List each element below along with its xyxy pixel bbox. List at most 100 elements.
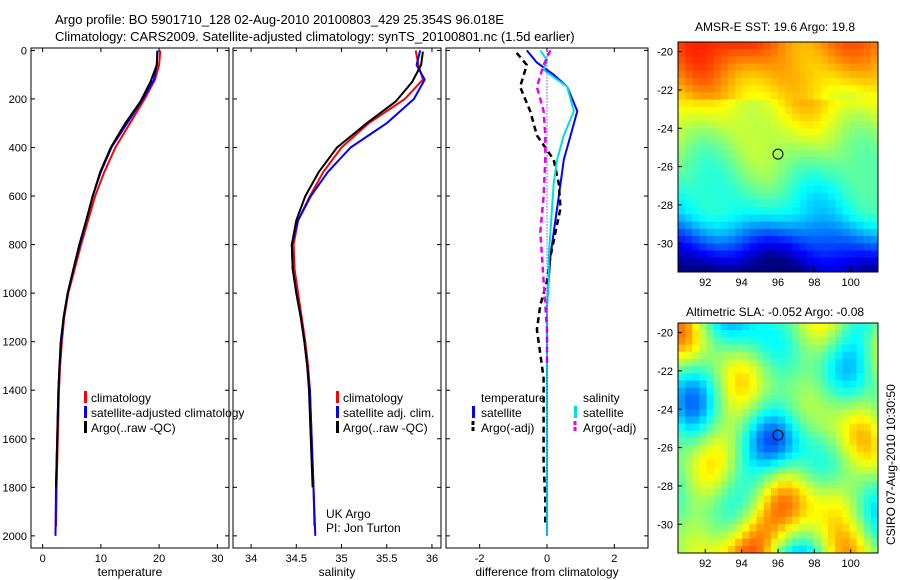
sst_map-cell [806, 185, 815, 194]
sla_map-cell [863, 323, 872, 331]
sst_map-cell [770, 200, 779, 208]
sst_map-cell [806, 128, 815, 136]
sla_map-cell [699, 531, 707, 540]
sst_map-cell [799, 42, 807, 50]
sst_map-cell [820, 257, 829, 266]
sst_map-cell [778, 85, 786, 93]
sst_map-cell [785, 164, 793, 172]
sst_map-cell [778, 207, 786, 215]
sst_map-cell [678, 171, 686, 179]
sla_map-cell [828, 502, 836, 511]
sst_map-cell [785, 42, 793, 50]
sla_map-cell [849, 344, 857, 353]
sla_map-cell [792, 531, 800, 540]
sst_map-cell [692, 70, 700, 79]
sst_map-cell [785, 149, 793, 158]
sst_map-cell [813, 85, 822, 93]
sla_map-cell [756, 517, 765, 525]
sst_map-cell [799, 200, 807, 208]
sla_map-cell [706, 438, 715, 446]
sla_map-cell [706, 430, 715, 439]
sla_map-cell [849, 466, 857, 475]
sst_map-cell [720, 70, 729, 79]
sst_map-cell [799, 128, 807, 136]
sst_map-cell [799, 264, 807, 273]
sla_map-ytick-label: -26 [657, 443, 673, 455]
sst_map-cell [835, 92, 843, 100]
sla_map-cell [728, 445, 736, 453]
sla_map-cell [728, 502, 736, 511]
sla_map-cell [692, 366, 700, 374]
sst_map-cell [828, 149, 836, 158]
sla_map-cell [785, 459, 793, 468]
sst_map-cell [792, 113, 800, 122]
sla_map-cell [756, 459, 765, 468]
sst_map-cell [863, 250, 872, 259]
sst_map-cell [870, 77, 879, 86]
sla_map-cell [785, 323, 793, 331]
sla_map-cell [756, 509, 765, 518]
sla_map-cell [849, 394, 857, 403]
sst_map-cell [756, 49, 765, 57]
sst_map-cell [863, 157, 872, 165]
sla_map-cell [828, 366, 836, 374]
sla_map-cell [678, 438, 686, 446]
sla_map-cell [720, 466, 729, 475]
sla_map-cell [820, 380, 829, 389]
sla_map-cell [863, 502, 872, 511]
sla_map-cell [692, 358, 700, 367]
sla_map-cell [763, 524, 772, 532]
sst_map-cell [678, 49, 686, 57]
sst_map-cell [763, 178, 772, 187]
sst_map-cell [770, 85, 779, 93]
sst_map-cell [785, 200, 793, 208]
sst_map-cell [756, 250, 765, 259]
sla_map-cell [870, 538, 879, 547]
sla_map-cell [870, 323, 879, 331]
sla_map-cell [849, 545, 857, 554]
sla_map-cell [763, 517, 772, 525]
sst_map-cell [842, 113, 850, 122]
sst_map-cell [713, 171, 722, 179]
sst_map-cell [692, 63, 700, 72]
sla_map-cell [749, 344, 757, 353]
sst_map-cell [806, 113, 815, 122]
sst_map-cell [778, 250, 786, 259]
sst_map-cell [706, 70, 715, 79]
sst_map-cell [770, 99, 779, 108]
sst_map-cell [763, 214, 772, 223]
sst_map-cell [870, 106, 879, 115]
sla_map-cell [713, 409, 722, 417]
sst_map-cell [692, 236, 700, 244]
sla_map-cell [778, 402, 786, 410]
sst_map-cell [828, 185, 836, 194]
sla_map-cell [799, 445, 807, 453]
sst_map-cell [728, 92, 736, 100]
sla_map-cell [842, 344, 850, 353]
sst_map-xtick-label: 92 [699, 277, 711, 289]
temperature-panel [30, 47, 230, 549]
sla_map-cell [792, 351, 800, 360]
sst_map-cell [799, 49, 807, 57]
sst_map-cell [842, 92, 850, 100]
sst_map-cell [856, 149, 865, 158]
sla_map-cell [785, 466, 793, 475]
sst_map-cell [792, 164, 800, 172]
sla_map-cell [713, 524, 722, 532]
sla_map-cell [828, 330, 836, 338]
sst_map-cell [849, 250, 857, 259]
sst_map-cell [806, 121, 815, 129]
sst_map-cell [813, 63, 822, 72]
sla_map-cell [678, 481, 686, 489]
sla_map-cell [678, 488, 686, 496]
sla_map-cell [685, 330, 693, 338]
sst_map-cell [699, 192, 707, 201]
sst_map-cell [678, 178, 686, 187]
sst_map-cell [770, 49, 779, 57]
sst_map-cell [692, 77, 700, 86]
sla_map-cell [828, 509, 836, 518]
sst_map-cell [720, 214, 729, 223]
sla_map-cell [742, 344, 750, 353]
sst_map-cell [720, 192, 729, 201]
sla_map-cell [706, 373, 715, 381]
